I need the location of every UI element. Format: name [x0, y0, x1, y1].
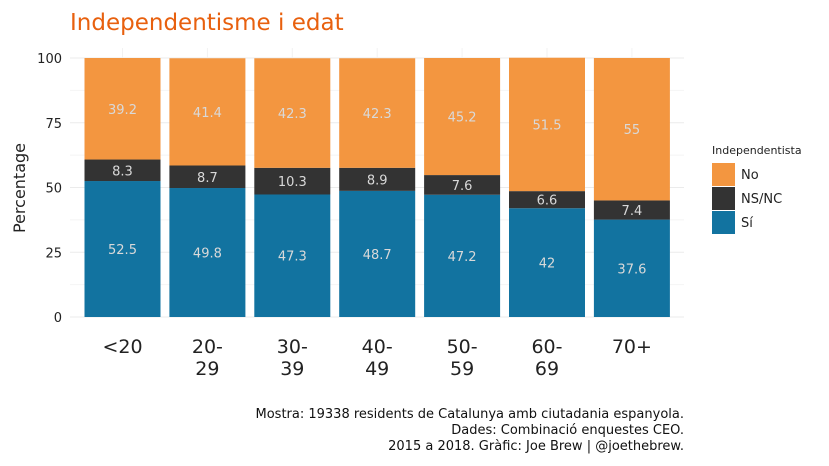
x-tick-label: 40- — [362, 336, 393, 358]
legend-swatch — [712, 163, 735, 186]
data-label: 39.2 — [108, 103, 137, 118]
bar-segment — [424, 194, 501, 317]
legend-swatch — [712, 187, 735, 210]
bar-segment — [593, 219, 670, 317]
data-label: 49.8 — [193, 247, 222, 262]
y-tick-label: 50 — [45, 182, 62, 197]
x-tick-label: 59 — [450, 358, 474, 380]
caption-line: Mostra: 19338 residents de Catalunya amb… — [256, 407, 685, 422]
data-label: 42.3 — [363, 107, 392, 122]
bar-segment — [169, 58, 246, 166]
x-tick-label: 50- — [447, 336, 478, 358]
bars: 52.5 8.3 39.2 49.8 8.7 41.4 47.3 10.3 42.3 48.7 8.… — [84, 57, 670, 317]
legend-label: NS/NC — [741, 192, 782, 207]
data-label: 37.6 — [617, 262, 646, 277]
bar-segment — [424, 58, 501, 176]
chart-title: Independentisme i edat — [70, 10, 344, 36]
data-label: 8.9 — [367, 173, 388, 188]
bar-segment — [84, 58, 161, 160]
bar-segment — [509, 57, 585, 192]
x-tick-label: 60- — [531, 336, 562, 358]
data-label: 41.4 — [193, 106, 222, 121]
x-tick-label: 30- — [277, 336, 308, 358]
bar-segment — [339, 190, 416, 317]
x-tick-label: 39 — [280, 358, 304, 380]
caption-line: 2015 a 2018. Gràfic: Joe Brew | @joetheb… — [388, 439, 684, 454]
bar-segment — [339, 58, 416, 168]
data-label: 42 — [539, 257, 556, 272]
data-label: 47.2 — [448, 250, 477, 265]
x-axis-ticks: <20 20-29 30-39 40-49 50-59 60-69 70+ — [102, 336, 652, 380]
data-label: 45.2 — [448, 111, 477, 126]
bar-segment — [593, 200, 670, 220]
legend-label: No — [741, 168, 759, 183]
data-label: 55 — [624, 123, 641, 138]
legend-title: Independentista — [712, 144, 802, 157]
y-tick-label: 25 — [45, 246, 62, 261]
data-label: 48.7 — [363, 248, 392, 263]
data-label: 7.6 — [452, 179, 473, 194]
bar-segment — [509, 208, 585, 317]
data-label: 10.3 — [278, 175, 307, 190]
legend: Independentista No NS/NC Sí — [712, 144, 802, 234]
y-axis-ticks: 0 25 50 75 100 — [37, 52, 62, 326]
data-label: 6.6 — [537, 194, 558, 209]
x-tick-label: 29 — [195, 358, 219, 380]
data-label: 51.5 — [533, 118, 562, 133]
bar-segment — [593, 58, 670, 201]
data-label: 8.3 — [112, 164, 133, 179]
bar-segment — [254, 167, 331, 195]
caption: Mostra: 19338 residents de Catalunya amb… — [256, 407, 685, 454]
bar-segment — [509, 191, 585, 209]
data-label: 8.7 — [197, 171, 218, 186]
caption-line: Dades: Combinació enquestes CEO. — [451, 423, 684, 438]
bar-segment — [254, 194, 331, 317]
x-tick-label: 70+ — [612, 336, 652, 358]
data-label: 42.3 — [278, 107, 307, 122]
bar-segment — [84, 181, 161, 317]
bar-segment — [339, 167, 416, 191]
y-tick-label: 75 — [45, 117, 62, 132]
data-label: 52.5 — [108, 243, 137, 258]
legend-swatch — [712, 211, 735, 234]
x-tick-label: 69 — [535, 358, 559, 380]
bar-segment — [169, 188, 246, 317]
bar-segment — [169, 165, 246, 189]
y-tick-label: 100 — [37, 52, 62, 67]
x-tick-label: 20- — [192, 336, 223, 358]
data-label: 47.3 — [278, 250, 307, 265]
x-tick-label: <20 — [102, 336, 142, 358]
y-tick-label: 0 — [54, 311, 62, 326]
data-label: 7.4 — [622, 204, 643, 219]
bar-segment — [424, 175, 501, 195]
x-tick-label: 49 — [365, 358, 389, 380]
legend-label: Sí — [741, 216, 753, 231]
bar-segment — [84, 159, 161, 182]
bar-segment — [254, 58, 331, 168]
y-axis-label: Percentage — [10, 143, 29, 233]
